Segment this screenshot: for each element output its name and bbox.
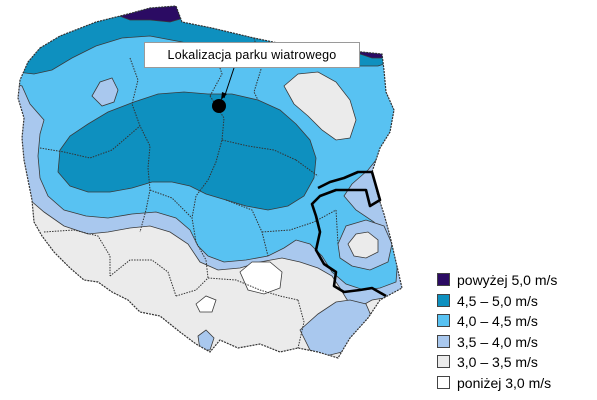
legend-label: 3,5 – 4,0 m/s — [457, 333, 538, 350]
wind-farm-callout-label: Lokalizacja parku wiatrowego — [167, 48, 337, 62]
zone-above-5-0-east — [357, 33, 385, 59]
callout-leader — [223, 67, 235, 99]
wind-farm-location-marker — [212, 99, 226, 113]
legend-label: powyżej 5,0 m/s — [457, 272, 558, 288]
legend-swatch — [437, 273, 450, 286]
legend-item: 4,5 – 5,0 m/s — [437, 292, 595, 313]
callout-arrowhead — [221, 92, 227, 100]
legend: powyżej 5,0 m/s 4,5 – 5,0 m/s 4,0 – 4,5 … — [437, 271, 595, 394]
legend-swatch — [437, 314, 450, 327]
patch-3-5-4-0-northwest — [91, 77, 119, 107]
legend-item: 3,5 – 4,0 m/s — [437, 333, 595, 354]
legend-swatch — [437, 375, 450, 389]
legend-label: 4,0 – 4,5 m/s — [457, 313, 538, 329]
legend-item: poniżej 3,0 m/s — [437, 374, 595, 395]
legend-item: powyżej 5,0 m/s — [437, 271, 595, 292]
legend-swatch — [437, 334, 450, 348]
wind-farm-callout: Lokalizacja parku wiatrowego — [144, 42, 360, 68]
patch-3-0-3-5-northeast — [283, 71, 357, 141]
legend-item: 4,0 – 4,5 m/s — [437, 312, 595, 333]
legend-swatch — [437, 355, 450, 368]
patch-below-3-0-southwest — [195, 295, 217, 313]
eastern-boundary-line — [310, 170, 387, 298]
legend-label: poniżej 3,0 m/s — [457, 374, 552, 391]
zone-4-5-5-0-central — [57, 91, 317, 211]
legend-label: 3,0 – 3,5 m/s — [457, 354, 538, 370]
legend-item: 3,0 – 3,5 m/s — [437, 353, 595, 374]
legend-swatch — [437, 293, 450, 307]
patch-3-0-3-5-east — [347, 231, 379, 259]
voivodeship-boundaries — [39, 37, 339, 349]
legend-label: 4,5 – 5,0 m/s — [457, 292, 538, 309]
